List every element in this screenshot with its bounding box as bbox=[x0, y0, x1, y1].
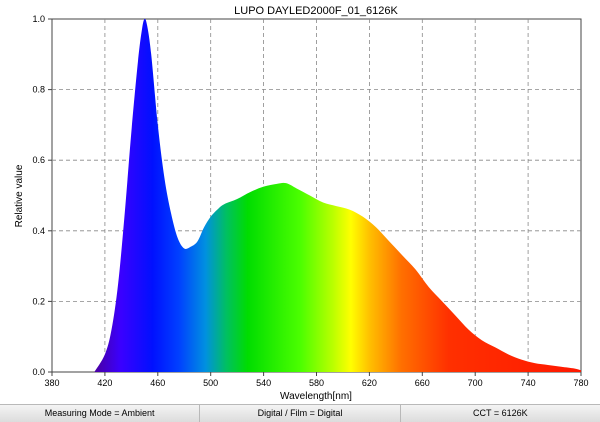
x-tick-label: 460 bbox=[150, 378, 165, 388]
x-tick-label: 420 bbox=[97, 378, 112, 388]
x-axis-label: Wavelength[nm] bbox=[280, 391, 352, 402]
y-tick-label: 0.6 bbox=[32, 155, 45, 165]
x-tick-label: 780 bbox=[573, 378, 588, 388]
y-tick-label: 0.4 bbox=[32, 226, 45, 236]
x-tick-label: 700 bbox=[468, 378, 483, 388]
spectrum-area bbox=[94, 18, 581, 372]
x-tick-label: 660 bbox=[415, 378, 430, 388]
y-tick-label: 0.8 bbox=[32, 85, 45, 95]
y-tick-label: 0.0 bbox=[32, 367, 45, 377]
y-tick-label: 0.2 bbox=[32, 296, 45, 306]
spectrum-chart: LUPO DAYLED2000F_01_6126K 380 420 460 500 54… bbox=[14, 5, 589, 402]
measuring-mode-field[interactable]: Measuring Mode = Ambient bbox=[0, 405, 201, 422]
x-axis-ticks: 380 420 460 500 540 580 620 660 700 740 780 bbox=[44, 372, 589, 388]
y-tick-label: 1.0 bbox=[32, 14, 45, 24]
x-tick-label: 540 bbox=[256, 378, 271, 388]
x-tick-label: 740 bbox=[521, 378, 536, 388]
chart-title: LUPO DAYLED2000F_01_6126K bbox=[234, 5, 398, 17]
cct-field[interactable]: CCT = 6126K bbox=[400, 405, 600, 422]
x-tick-label: 620 bbox=[362, 378, 377, 388]
status-bar: Measuring Mode = Ambient Digital / Film … bbox=[0, 404, 600, 422]
digital-film-field[interactable]: Digital / Film = Digital bbox=[200, 405, 401, 422]
y-axis-ticks: 0.0 0.2 0.4 0.6 0.8 1.0 bbox=[32, 14, 52, 377]
x-tick-label: 380 bbox=[44, 378, 59, 388]
x-tick-label: 580 bbox=[309, 378, 324, 388]
y-axis-label: Relative value bbox=[14, 164, 25, 227]
x-tick-label: 500 bbox=[203, 378, 218, 388]
